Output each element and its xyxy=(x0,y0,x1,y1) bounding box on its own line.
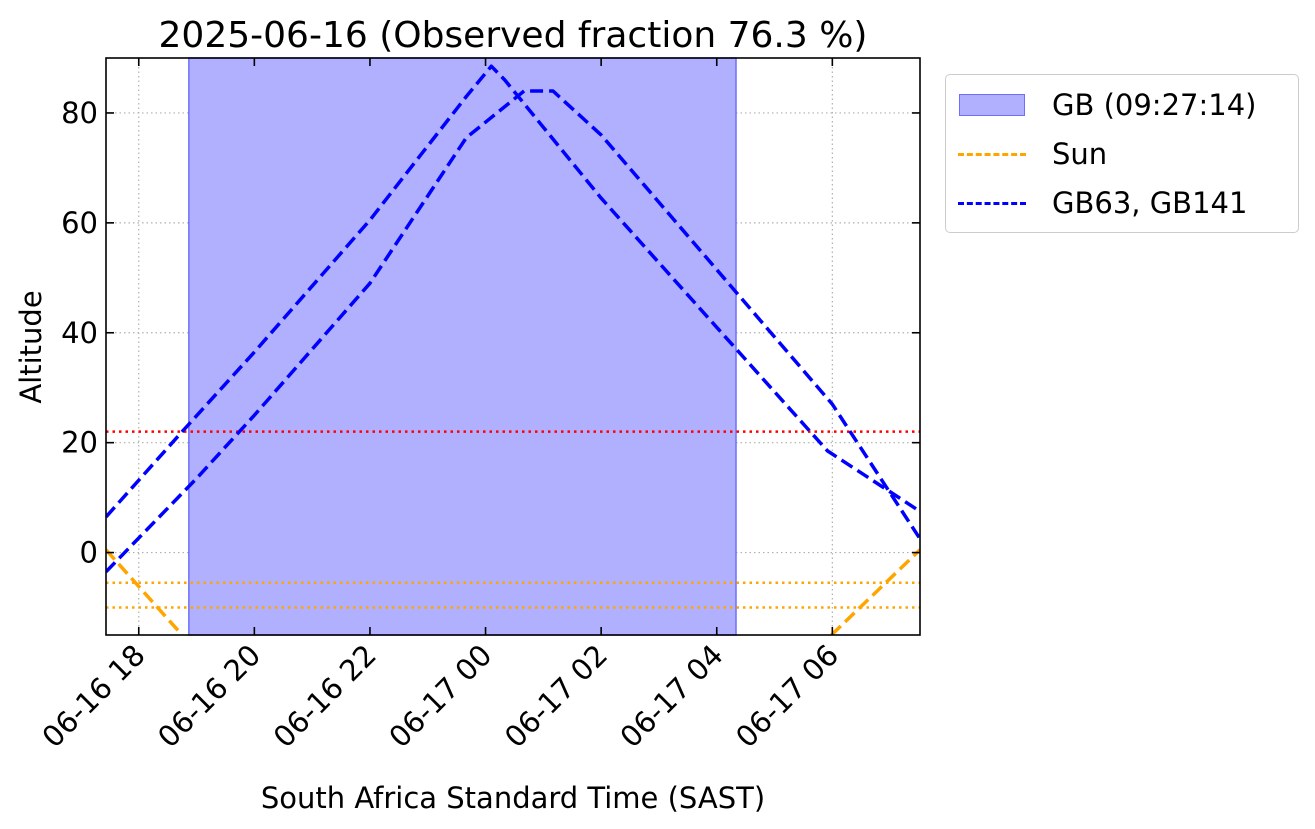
series-1-line-0 xyxy=(106,64,920,519)
legend-swatch-observed-window xyxy=(959,94,1025,116)
legend-item-observed-window: GB (09:27:14) xyxy=(958,88,1256,122)
x-tick-label-5: 06-17 04 xyxy=(613,638,729,754)
y-tick-label-3: 60 xyxy=(61,206,98,240)
legend-swatch-targets xyxy=(958,201,1026,205)
series-0-line-1 xyxy=(830,548,920,635)
plot-frame xyxy=(105,57,921,636)
y-tick-label-2: 40 xyxy=(61,316,98,350)
x-tick-label-4: 06-17 02 xyxy=(498,638,614,754)
x-tick-label-1: 06-16 20 xyxy=(151,638,267,754)
x-axis-label: South Africa Standard Time (SAST) xyxy=(261,781,765,815)
legend-label-observed-window: GB (09:27:14) xyxy=(1052,88,1257,122)
x-tick-label-3: 06-17 00 xyxy=(382,638,498,754)
x-tick-label-2: 06-16 22 xyxy=(267,638,383,754)
legend-label-targets: GB63, GB141 xyxy=(1052,186,1248,220)
legend-swatch-sun xyxy=(958,152,1026,156)
legend-item-targets: GB63, GB141 xyxy=(958,186,1247,220)
series-1-line-1 xyxy=(106,89,920,574)
legend-item-sun: Sun xyxy=(958,137,1107,171)
y-axis-label: Altitude xyxy=(14,290,48,403)
y-tick-label-4: 80 xyxy=(61,96,98,130)
legend-label-sun: Sun xyxy=(1052,137,1108,171)
chart-title: 2025-06-16 (Observed fraction 76.3 %) xyxy=(159,15,868,56)
chart-legend: GB (09:27:14) Sun GB63, GB141 xyxy=(945,74,1299,233)
x-tick-label-6: 06-17 06 xyxy=(729,638,845,754)
x-tick-label-0: 06-16 18 xyxy=(35,638,151,754)
y-tick-label-0: 0 xyxy=(80,536,98,570)
plot-area xyxy=(105,57,921,636)
series-0-line-0 xyxy=(106,548,184,635)
y-tick-label-1: 20 xyxy=(61,426,98,460)
